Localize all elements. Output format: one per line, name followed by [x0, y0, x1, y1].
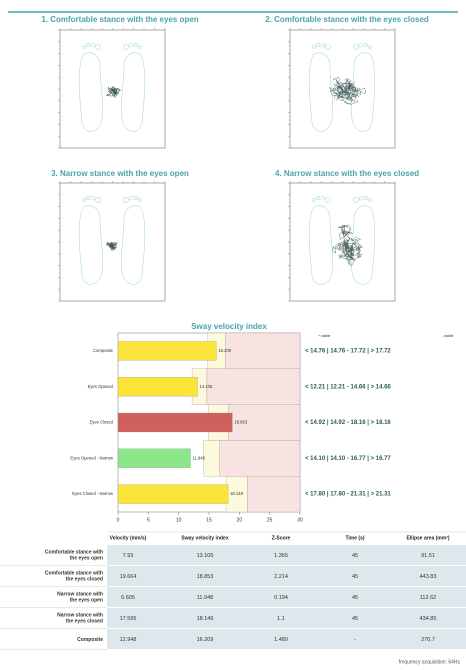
row-label-line: Comfortable stance with: [45, 571, 103, 577]
row-label-line: the eyes open: [70, 598, 103, 604]
table-row-bg: [107, 566, 466, 586]
table-cell: 270.7: [421, 637, 435, 643]
table-cell: 45: [352, 574, 358, 580]
category-label: Composite: [93, 348, 114, 353]
row-label-line: Comfortable stance with: [45, 550, 103, 556]
zone-moderate: [203, 440, 220, 477]
zone-unstable: [219, 440, 301, 477]
row-label: Comfortable stance with the eyes open: [45, 550, 103, 562]
table-cell: 45: [352, 595, 358, 601]
table-cell: 434.85: [420, 616, 437, 622]
panel-title: 1. Comfortable stance with the eyes open: [41, 15, 198, 24]
table-cell: 1.489: [274, 637, 288, 643]
row-label-line: Narrow stance with: [57, 613, 103, 619]
threshold-ranges: < 14.10 | 14.10 - 16.77 | > 16.77: [305, 456, 391, 462]
table-cell: 0.194: [274, 595, 288, 601]
legend-unstable: - stable: [442, 334, 454, 338]
table-cell: 443.83: [420, 574, 437, 580]
category-label: Eyes Opened: [88, 384, 114, 389]
table-cell: 2.214: [274, 574, 288, 580]
bar: [117, 484, 229, 504]
table-header: Z-Score: [272, 535, 291, 541]
table-header: Sway velocity index: [181, 535, 228, 541]
table-header: Velocity (mm/s): [110, 535, 147, 541]
row-label: Narrow stance with the eyes open: [57, 592, 103, 604]
panel-title: 3. Narrow stance with the eyes open: [51, 169, 189, 178]
bar: [117, 341, 217, 361]
table-cell: 1.1: [277, 616, 285, 622]
category-label: Eyes Closed - Narrow: [72, 491, 114, 496]
table-cell: 12.948: [120, 637, 137, 643]
bar: [117, 377, 198, 397]
x-tick-label: 30: [297, 517, 303, 523]
row-label-line: the eyes closed: [66, 619, 103, 625]
table-cell: 7.93: [123, 553, 134, 559]
bar-value-label: 13.105: [200, 384, 213, 389]
table-row-bg: [107, 629, 466, 649]
table-cell: 45: [352, 616, 358, 622]
table-cell: 45: [352, 553, 358, 559]
table-cell: 1.365: [274, 553, 288, 559]
row-label: Comfortable stance with the eyes closed: [45, 571, 103, 583]
legend-stable: + stable: [318, 334, 330, 338]
bar-value-label: 11.948: [192, 455, 205, 460]
x-tick-label: 25: [267, 517, 273, 523]
category-label: Eyes Opened - Narrow: [70, 455, 114, 460]
table-row-bg: [107, 587, 466, 607]
x-tick-label: 15: [206, 517, 212, 523]
table-cell: 16.209: [197, 637, 214, 643]
table-cell: 18.149: [197, 616, 214, 622]
sway-trace: [106, 86, 121, 98]
bar-value-label: 18.853: [234, 420, 247, 425]
bar: [117, 412, 233, 433]
threshold-ranges: < 14.76 | 14.76 - 17.72 | > 17.72: [305, 348, 391, 354]
x-tick-label: 20: [237, 517, 243, 523]
table-header: Ellipse area (mm²): [406, 535, 449, 541]
threshold-ranges: < 17.80 | 17.80 - 21.31 | > 21.31: [305, 492, 391, 498]
stabilogram-frame: [289, 182, 396, 302]
x-tick-label: 5: [147, 517, 150, 523]
zone-unstable: [206, 368, 301, 405]
table-cell: 11.948: [197, 595, 213, 601]
sway-trace: [328, 77, 366, 105]
zone-unstable: [225, 332, 301, 369]
footer-note: frequency acquisition: 64Hz: [399, 659, 461, 665]
sway-trace: [106, 241, 118, 251]
threshold-ranges: < 12.21 | 12.21 - 14.66 | > 14.66: [305, 384, 391, 390]
threshold-ranges: < 14.92 | 14.92 - 18.16 | > 18.16: [305, 420, 391, 426]
table-cell: 91.51: [421, 553, 435, 559]
panel-title: 4. Narrow stance with the eyes closed: [275, 169, 419, 178]
row-label: Narrow stance with the eyes closed: [57, 613, 103, 625]
table-row-bg: [107, 545, 466, 565]
table-cell: 6.605: [121, 595, 135, 601]
sway-trace: [331, 224, 364, 267]
table-header: Time (s): [345, 535, 364, 541]
table-cell: 112.62: [420, 595, 436, 601]
bar-value-label: 18.149: [230, 491, 243, 496]
x-tick-label: 0: [117, 517, 120, 523]
row-label-line: the eyes closed: [66, 577, 103, 583]
zone-unstable: [247, 476, 301, 513]
row-label-line: Narrow stance with: [57, 592, 103, 598]
table-cell: 19.664: [120, 574, 137, 580]
chart-title: Sway velocity index: [191, 322, 267, 331]
panel-title: 2. Comfortable stance with the eyes clos…: [265, 15, 429, 24]
table-cell: 13.105: [197, 553, 214, 559]
x-tick-label: 10: [176, 517, 182, 523]
category-label: Eyes Closed: [89, 420, 113, 425]
row-label: Composite: [77, 637, 103, 643]
table-cell: 18.853: [197, 574, 214, 580]
table-row-bg: [107, 608, 466, 628]
bar: [117, 448, 191, 468]
bar-value-label: 16.209: [218, 348, 231, 353]
table-cell: 17.595: [120, 616, 137, 622]
row-label-line: the eyes open: [70, 556, 103, 562]
table-cell: -: [354, 637, 356, 643]
stabilogram-frame: [59, 182, 166, 302]
